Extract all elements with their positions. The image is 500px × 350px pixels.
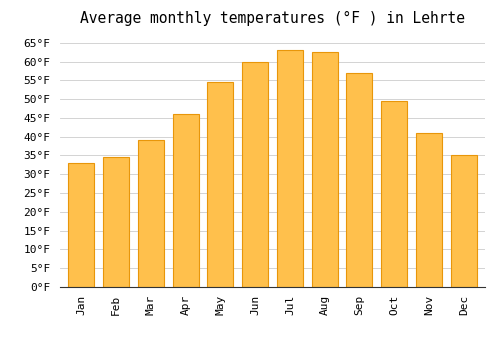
Bar bbox=[208, 82, 234, 287]
Bar bbox=[346, 73, 372, 287]
Bar bbox=[450, 155, 477, 287]
Bar bbox=[381, 101, 407, 287]
Bar bbox=[68, 163, 94, 287]
Title: Average monthly temperatures (°F ) in Lehrte: Average monthly temperatures (°F ) in Le… bbox=[80, 11, 465, 26]
Bar bbox=[242, 62, 268, 287]
Bar bbox=[138, 140, 164, 287]
Bar bbox=[103, 158, 129, 287]
Bar bbox=[172, 114, 199, 287]
Bar bbox=[277, 50, 303, 287]
Bar bbox=[416, 133, 442, 287]
Bar bbox=[312, 52, 338, 287]
